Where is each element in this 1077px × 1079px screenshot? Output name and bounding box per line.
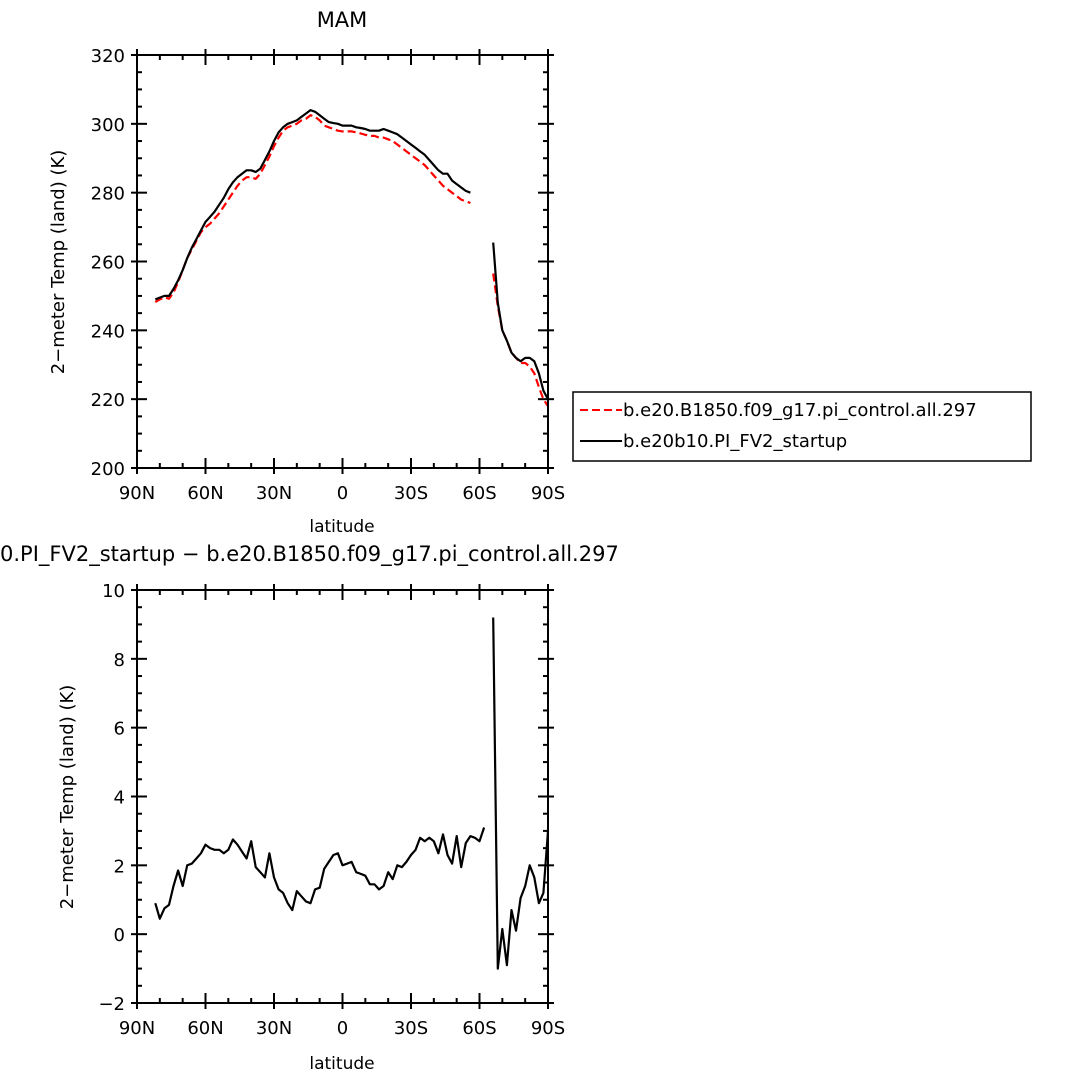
x-tick-label: 90S (531, 483, 565, 504)
x-tick-label: 60N (187, 483, 223, 504)
bottom-y-axis-label: 2−meter Temp (land) (K) (57, 685, 78, 910)
y-tick-label: 2 (114, 856, 125, 877)
top-chart-title: MAM (317, 8, 368, 32)
series-line-0 (492, 617, 550, 970)
top-x-axis-label: latitude (309, 517, 374, 537)
bottom-series-lines (154, 617, 550, 970)
y-tick-label: 280 (91, 184, 125, 205)
y-tick-label: 8 (114, 650, 125, 671)
x-tick-label: 60S (462, 1018, 496, 1039)
legend-label-startup: b.e20b10.PI_FV2_startup (623, 431, 847, 452)
y-tick-label: 260 (91, 253, 125, 274)
x-tick-label: 0 (337, 483, 348, 504)
x-tick-label: 60S (462, 483, 496, 504)
series-line-0 (492, 273, 549, 407)
top-y-axis-label: 2−meter Temp (land) (K) (48, 150, 69, 375)
y-tick-label: 4 (114, 788, 125, 809)
y-tick-label: 240 (91, 321, 125, 342)
bottom-plot-frame (136, 589, 549, 1004)
series-line-0 (154, 827, 486, 920)
y-tick-label: 0 (114, 925, 125, 946)
y-tick-label: −2 (98, 994, 125, 1015)
x-tick-label: 60N (187, 1018, 223, 1039)
top-series-lines (154, 109, 549, 407)
bottom-x-axis-label: latitude (309, 1054, 374, 1074)
y-tick-label: 300 (91, 115, 125, 136)
legend-box (572, 391, 1032, 462)
series-line-0 (154, 114, 471, 304)
y-tick-label: 10 (102, 581, 125, 602)
series-line-1 (492, 242, 549, 400)
x-tick-label: 90N (119, 483, 155, 504)
y-tick-label: 220 (91, 390, 125, 411)
x-tick-label: 0 (337, 1018, 348, 1039)
series-line-1 (154, 109, 471, 301)
y-tick-label: 320 (91, 46, 125, 67)
bottom-panel: 0.PI_FV2_startup − b.e20.B1850.f09_g17.p… (0, 542, 619, 1074)
legend-label-control: b.e20.B1850.f09_g17.pi_control.all.297 (623, 400, 977, 421)
x-tick-label: 90N (119, 1018, 155, 1039)
y-tick-label: 6 (114, 719, 125, 740)
x-tick-label: 30S (394, 1018, 428, 1039)
x-tick-label: 30N (256, 483, 292, 504)
legend: b.e20.B1850.f09_g17.pi_control.all.297 b… (572, 391, 1032, 462)
top-plot-frame (136, 54, 549, 469)
x-tick-label: 90S (531, 1018, 565, 1039)
bottom-chart-title: 0.PI_FV2_startup − b.e20.B1850.f09_g17.p… (0, 542, 619, 567)
x-tick-label: 30N (256, 1018, 292, 1039)
y-tick-label: 200 (91, 459, 125, 480)
x-tick-label: 30S (394, 483, 428, 504)
top-panel: MAM 90N 60N 30N 0 30S 60S 90S 200 220 240 260 280 30… (48, 8, 565, 537)
